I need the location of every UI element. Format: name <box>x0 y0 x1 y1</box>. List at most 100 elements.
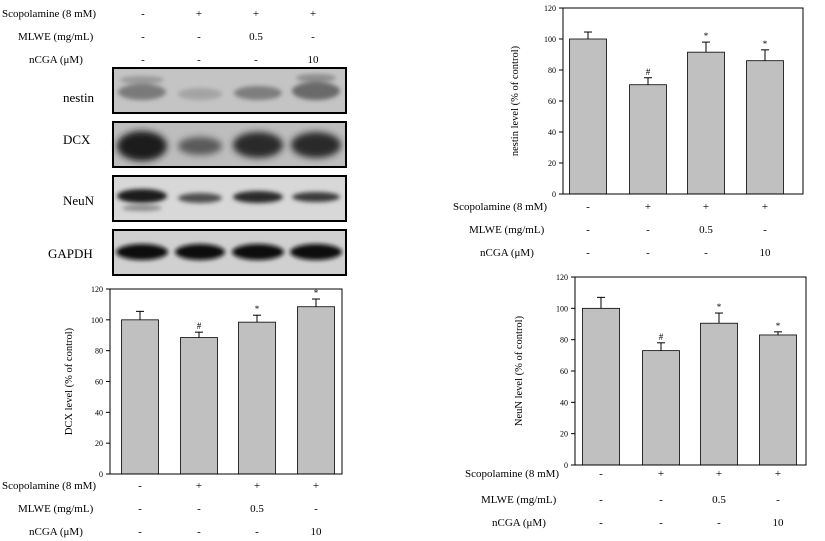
cond-cell: - <box>586 201 590 213</box>
y-tick-label: 0 <box>552 190 556 199</box>
row-label-ncga: nCGA (μM) <box>29 54 83 66</box>
cond-cell: - <box>197 526 201 538</box>
significance-marker: * <box>255 304 260 314</box>
blot-label-neun: NeuN <box>63 193 95 208</box>
blot-row-neun: NeuN <box>63 175 347 222</box>
bar <box>238 321 276 475</box>
significance-marker: # <box>646 67 651 77</box>
cond-cell: + <box>716 468 722 480</box>
cond-cell: - <box>659 517 663 529</box>
blot-row-gapdh: GAPDH <box>48 229 347 276</box>
row-label-mlwe: MLWE (mg/mL) <box>481 494 557 506</box>
cond-cell: - <box>599 494 603 506</box>
y-tick-label: 120 <box>91 285 103 294</box>
cond-cell: 0.5 <box>699 224 713 236</box>
cond-cell: - <box>599 517 603 529</box>
row-label-scopolamine: Scopolamine (8 mM) <box>2 8 96 20</box>
nestin-condition-table: Scopolamine (8 mM) MLWE (mg/mL) nCGA (μM… <box>453 201 771 259</box>
blot-label-nestin: nestin <box>63 90 95 105</box>
western-blot: nestin DCX NeuN <box>48 67 347 276</box>
y-tick-label: 0 <box>99 470 103 479</box>
cond-cell: - <box>141 31 145 43</box>
bar <box>746 60 784 195</box>
cond-cell: 10 <box>311 526 323 538</box>
bar <box>582 307 620 466</box>
plot-frame <box>562 7 804 195</box>
cond-cell: - <box>255 526 259 538</box>
blot-bands-neun <box>117 189 340 211</box>
blot-bands-dcx <box>117 131 341 161</box>
neun-bar-chart: 0 20 40 60 80 100 120 # * * NeuN level (% of contr… <box>514 273 807 470</box>
cond-cell: - <box>138 503 142 515</box>
blot-label-dcx: DCX <box>63 132 91 147</box>
cond-cell: + <box>196 480 202 492</box>
cond-cell: - <box>141 8 145 20</box>
row-label-mlwe: MLWE (mg/mL) <box>18 503 94 515</box>
cond-cell: - <box>599 468 603 480</box>
y-tick-label: 60 <box>95 378 103 387</box>
y-axis-label: DCX level (% of control) <box>64 327 75 435</box>
blot-condition-table: Scopolamine (8 mM) MLWE (mg/mL) nCGA (μM… <box>2 8 319 66</box>
cond-cell: - <box>776 494 780 506</box>
nestin-bar-chart: 0 20 40 60 80 100 120 # * * nestin level (% of con… <box>510 4 804 199</box>
bar <box>180 337 218 475</box>
cond-cell: 0.5 <box>250 503 264 515</box>
bar <box>297 306 335 475</box>
significance-marker: * <box>776 321 781 331</box>
row-label-scopolamine: Scopolamine (8 mM) <box>465 468 559 480</box>
neun-condition-table: Scopolamine (8 mM) MLWE (mg/mL) nCGA (μM… <box>465 468 784 529</box>
y-tick-label: 120 <box>556 273 568 282</box>
row-label-ncga: nCGA (μM) <box>480 247 534 259</box>
plot-frame <box>574 276 807 466</box>
cond-cell: - <box>314 503 318 515</box>
y-tick-label: 80 <box>548 66 556 75</box>
cond-cell: + <box>645 201 651 213</box>
bar <box>121 319 159 475</box>
bar <box>642 350 680 466</box>
row-label-mlwe: MLWE (mg/mL) <box>18 31 94 43</box>
cond-cell: - <box>717 517 721 529</box>
blot-row-dcx: DCX <box>63 121 347 168</box>
bar <box>759 334 797 466</box>
blot-bands-gapdh <box>116 244 342 260</box>
y-tick-label: 40 <box>548 128 556 137</box>
cond-cell: - <box>197 503 201 515</box>
cond-cell: - <box>254 54 258 66</box>
y-axis-label: NeuN level (% of control) <box>514 315 525 426</box>
plot-frame <box>109 288 343 475</box>
cond-cell: - <box>763 224 767 236</box>
y-tick-label: 60 <box>560 367 568 376</box>
cond-cell: 10 <box>308 54 320 66</box>
cond-cell: + <box>196 8 202 20</box>
dcx-bar-chart: 0 20 40 60 80 100 120 # * * DCX level (% of contro… <box>64 285 343 479</box>
row-label-mlwe: MLWE (mg/mL) <box>469 224 545 236</box>
cond-cell: + <box>253 8 259 20</box>
significance-marker: * <box>717 302 722 312</box>
y-tick-label: 40 <box>95 408 103 417</box>
cond-cell: - <box>197 54 201 66</box>
y-tick-label: 60 <box>548 97 556 106</box>
bar <box>700 322 738 466</box>
significance-marker: * <box>704 31 709 41</box>
cond-cell: + <box>775 468 781 480</box>
y-tick-label: 120 <box>544 4 556 13</box>
cond-cell: - <box>138 480 142 492</box>
row-label-ncga: nCGA (μM) <box>29 526 83 538</box>
cond-cell: - <box>586 247 590 259</box>
cond-cell: + <box>310 8 316 20</box>
significance-marker: # <box>197 321 202 331</box>
y-tick-label: 0 <box>564 461 568 470</box>
blot-bands-nestin <box>118 74 340 100</box>
significance-marker: # <box>659 332 664 342</box>
bar <box>569 38 607 195</box>
cond-cell: - <box>646 247 650 259</box>
cond-cell: - <box>141 54 145 66</box>
cond-cell: + <box>254 480 260 492</box>
row-label-ncga: nCGA (μM) <box>492 517 546 529</box>
y-tick-label: 20 <box>548 159 556 168</box>
cond-cell: 10 <box>773 517 785 529</box>
cond-cell: - <box>311 31 315 43</box>
y-tick-label: 100 <box>544 35 556 44</box>
y-tick-label: 80 <box>560 336 568 345</box>
